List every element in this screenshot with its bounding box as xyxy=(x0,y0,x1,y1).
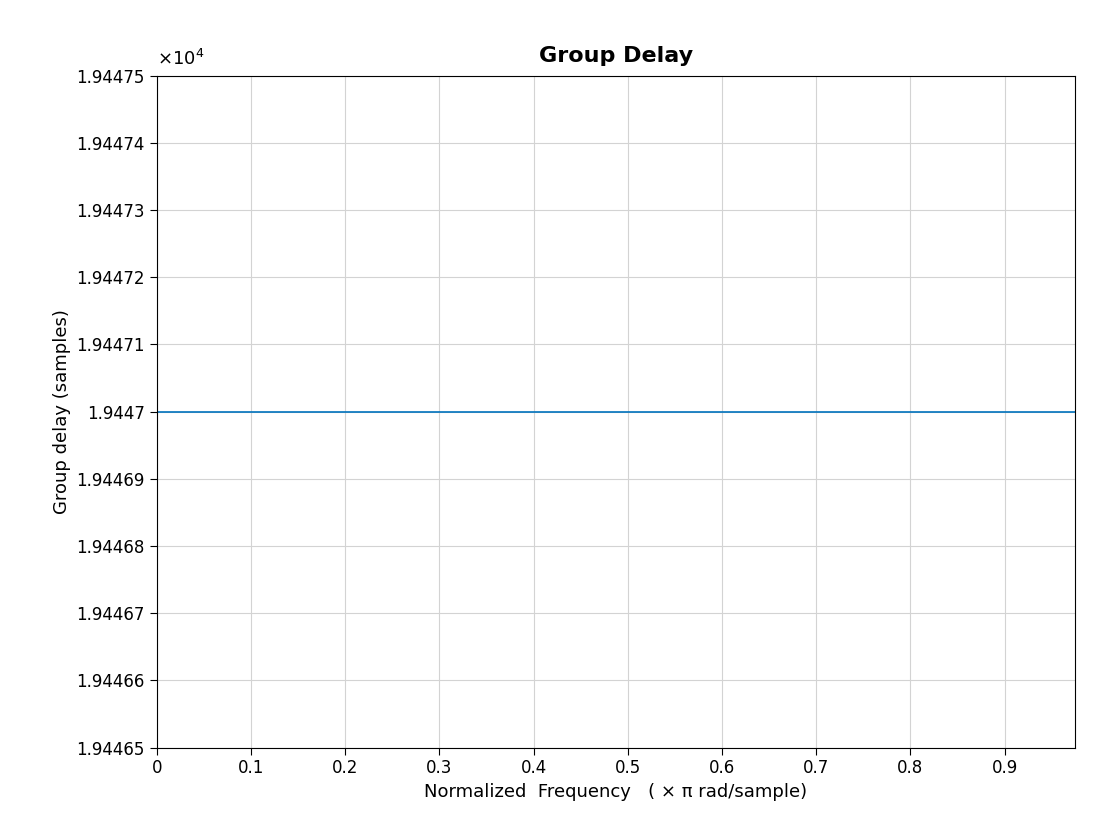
X-axis label: Normalized  Frequency   ( × π rad/sample): Normalized Frequency ( × π rad/sample) xyxy=(424,783,808,801)
Y-axis label: Group delay (samples): Group delay (samples) xyxy=(53,309,71,514)
Title: Group Delay: Group Delay xyxy=(539,45,693,66)
Text: $\times10^4$: $\times10^4$ xyxy=(157,49,204,69)
